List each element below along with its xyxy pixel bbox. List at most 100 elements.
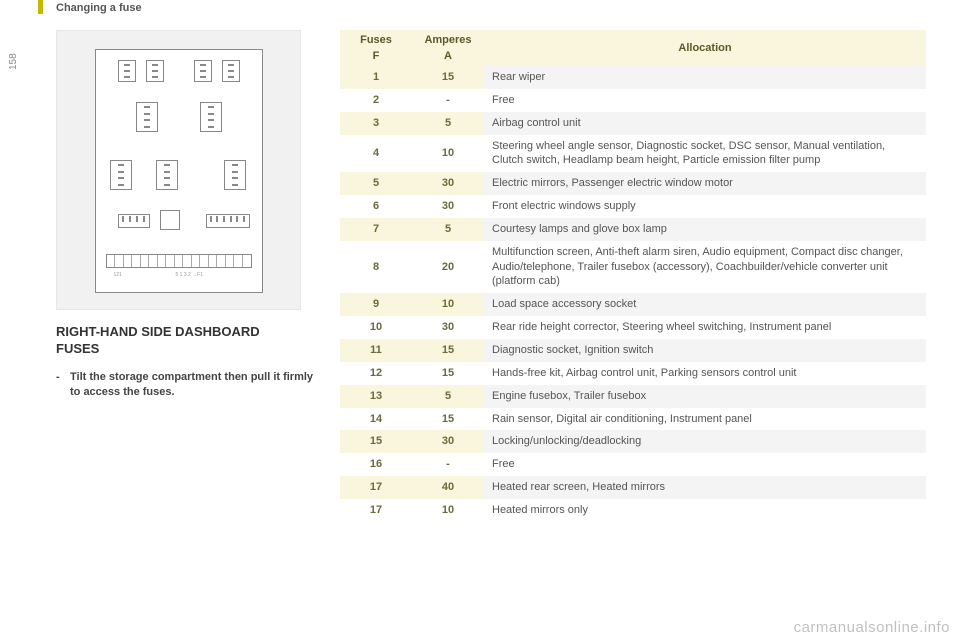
cell-amperes: 10 — [412, 499, 484, 522]
left-column: 121 5 1 3 2 →F1 RIGHT-HAND SIDE DASHBOAR… — [56, 30, 316, 399]
cell-fuse: 5 — [340, 172, 412, 195]
cell-fuse: 6 — [340, 195, 412, 218]
cell-amperes: 10 — [412, 135, 484, 173]
cell-fuse: 17 — [340, 499, 412, 522]
cell-amperes: 30 — [412, 430, 484, 453]
cell-fuse: 15 — [340, 430, 412, 453]
accent-bar — [38, 0, 43, 14]
connector-icon — [118, 60, 136, 82]
table-row: 1530Locking/unlocking/deadlocking — [340, 430, 926, 453]
cell-fuse: 13 — [340, 385, 412, 408]
col-amperes: Amperes — [412, 30, 484, 50]
fusebox-outline: 121 5 1 3 2 →F1 — [95, 49, 263, 293]
cell-amperes: 5 — [412, 385, 484, 408]
cell-fuse: 16 — [340, 453, 412, 476]
cell-amperes: 15 — [412, 66, 484, 89]
table-row: 75Courtesy lamps and glove box lamp — [340, 218, 926, 241]
cell-allocation: Engine fusebox, Trailer fusebox — [484, 385, 926, 408]
table-row: 115Rear wiper — [340, 66, 926, 89]
cell-allocation: Front electric windows supply — [484, 195, 926, 218]
connector-icon — [200, 102, 222, 132]
table: Fuses Amperes Allocation F A 115Rear wip… — [340, 30, 926, 522]
cell-amperes: - — [412, 453, 484, 476]
table-row: 820Multifunction screen, Anti-theft alar… — [340, 241, 926, 294]
cell-amperes: 15 — [412, 408, 484, 431]
cell-fuse: 10 — [340, 316, 412, 339]
table-header: Fuses Amperes Allocation F A — [340, 30, 926, 66]
connector-icon — [136, 102, 158, 132]
cell-amperes: 15 — [412, 362, 484, 385]
connector-icon — [110, 160, 132, 190]
cell-allocation: Rear wiper — [484, 66, 926, 89]
table-row: 1415Rain sensor, Digital air conditionin… — [340, 408, 926, 431]
cell-allocation: Locking/unlocking/deadlocking — [484, 430, 926, 453]
cell-fuse: 7 — [340, 218, 412, 241]
table-row: 530Electric mirrors, Passenger electric … — [340, 172, 926, 195]
table-row: 1030Rear ride height corrector, Steering… — [340, 316, 926, 339]
cell-allocation: Rain sensor, Digital air conditioning, I… — [484, 408, 926, 431]
cell-allocation: Electric mirrors, Passenger electric win… — [484, 172, 926, 195]
cell-amperes: 15 — [412, 339, 484, 362]
cell-allocation: Free — [484, 453, 926, 476]
fuse-strip-icon — [106, 254, 252, 268]
cell-amperes: 5 — [412, 112, 484, 135]
table-row: 135Engine fusebox, Trailer fusebox — [340, 385, 926, 408]
cell-fuse: 14 — [340, 408, 412, 431]
table-row: 1740Heated rear screen, Heated mirrors — [340, 476, 926, 499]
cell-amperes: 30 — [412, 172, 484, 195]
cell-amperes: 5 — [412, 218, 484, 241]
cell-fuse: 8 — [340, 241, 412, 294]
cell-amperes: 10 — [412, 293, 484, 316]
cell-allocation: Courtesy lamps and glove box lamp — [484, 218, 926, 241]
cell-amperes: 40 — [412, 476, 484, 499]
cell-fuse: 9 — [340, 293, 412, 316]
diagram-label: 5 1 3 2 →F1 — [176, 272, 204, 278]
table-row: 16-Free — [340, 453, 926, 476]
cell-amperes: - — [412, 89, 484, 112]
cell-allocation: Multifunction screen, Anti-theft alarm s… — [484, 241, 926, 294]
cell-fuse: 17 — [340, 476, 412, 499]
cell-allocation: Load space accessory socket — [484, 293, 926, 316]
connector-icon — [222, 60, 240, 82]
cell-fuse: 1 — [340, 66, 412, 89]
table-row: 35Airbag control unit — [340, 112, 926, 135]
col-fuses: Fuses — [340, 30, 412, 50]
cell-fuse: 4 — [340, 135, 412, 173]
cell-allocation: Heated rear screen, Heated mirrors — [484, 476, 926, 499]
watermark: carmanualsonline.info — [794, 619, 950, 636]
cell-allocation: Free — [484, 89, 926, 112]
table-row: 2-Free — [340, 89, 926, 112]
instruction-text: Tilt the storage compartment then pull i… — [56, 370, 316, 400]
connector-icon — [160, 210, 180, 230]
diagram-label: 121 — [114, 272, 122, 278]
table-body: 115Rear wiper2-Free35Airbag control unit… — [340, 66, 926, 522]
table-row: 630Front electric windows supply — [340, 195, 926, 218]
section-title-line1: RIGHT-HAND SIDE DASHBOARD — [56, 324, 260, 339]
connector-icon — [194, 60, 212, 82]
table-row: 1215Hands-free kit, Airbag control unit,… — [340, 362, 926, 385]
connector-icon — [146, 60, 164, 82]
cell-amperes: 20 — [412, 241, 484, 294]
cell-allocation: Heated mirrors only — [484, 499, 926, 522]
connector-icon — [224, 160, 246, 190]
fuse-table: Fuses Amperes Allocation F A 115Rear wip… — [340, 30, 926, 522]
cell-allocation: Steering wheel angle sensor, Diagnostic … — [484, 135, 926, 173]
table-row: 1115Diagnostic socket, Ignition switch — [340, 339, 926, 362]
connector-icon — [118, 214, 150, 228]
cell-fuse: 12 — [340, 362, 412, 385]
cell-allocation: Airbag control unit — [484, 112, 926, 135]
cell-allocation: Diagnostic socket, Ignition switch — [484, 339, 926, 362]
table-row: 410Steering wheel angle sensor, Diagnost… — [340, 135, 926, 173]
page-number: 158 — [8, 53, 19, 70]
section-title: RIGHT-HAND SIDE DASHBOARD FUSES — [56, 324, 316, 358]
page-header: Changing a fuse — [56, 2, 142, 14]
connector-icon — [156, 160, 178, 190]
table-row: 1710Heated mirrors only — [340, 499, 926, 522]
col-allocation: Allocation — [484, 30, 926, 66]
cell-allocation: Hands-free kit, Airbag control unit, Par… — [484, 362, 926, 385]
cell-amperes: 30 — [412, 316, 484, 339]
col-a: A — [412, 50, 484, 66]
cell-fuse: 3 — [340, 112, 412, 135]
table-row: 910Load space accessory socket — [340, 293, 926, 316]
cell-fuse: 2 — [340, 89, 412, 112]
